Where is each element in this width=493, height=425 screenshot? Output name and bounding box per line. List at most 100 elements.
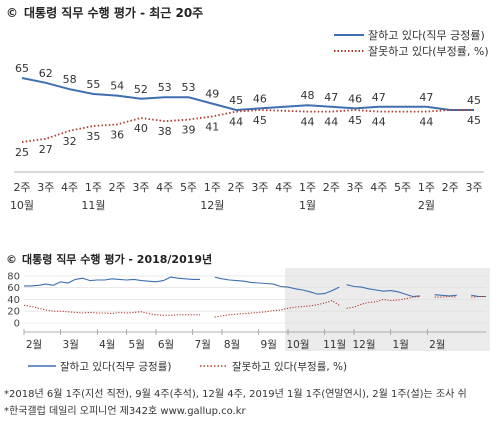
chart2-series-negative-segment (434, 295, 457, 298)
chart1-data-label: 45 (348, 114, 362, 127)
chart1-series-positive-line (21, 77, 474, 112)
chart1-tick-week: 5주 (394, 181, 411, 194)
chart1-tick-week: 1주 (418, 181, 435, 194)
chart1-tick-month: 1월 (299, 199, 316, 212)
chart2-month-label: 9월 (261, 339, 277, 351)
chart2-y-tick: 40 (7, 295, 20, 306)
chart1-tick-week: 4주 (275, 181, 292, 194)
chart1-tick-week: 2주 (109, 181, 126, 194)
chart2-y-tick: 80 (7, 271, 20, 282)
chart2-series-negative-segment (471, 295, 486, 298)
chart1-data-label: 45 (229, 94, 243, 107)
chart1-tick-week: 3주 (465, 181, 482, 194)
chart1-data-label: 25 (15, 146, 29, 159)
chart1-tick-week: 3주 (347, 181, 364, 194)
chart1-data-label: 47 (372, 91, 386, 104)
chart1-data-label: 44 (229, 116, 243, 129)
chart2-month-label: 2월 (429, 339, 445, 351)
chart1-title: 대통령 직무 수행 평가 - 최근 20주 (24, 5, 203, 20)
chart2-legend: 잘하고 있다(직무 긍정률) 잘못하고 있다(부정률, %) (28, 360, 347, 373)
chart1-data-label: 46 (348, 92, 362, 105)
chart1-data-label: 47 (419, 91, 433, 104)
chart1-legend: 잘하고 있다(직무 긍정률) 잘못하고 있다(부정률, %) (334, 28, 489, 58)
legend-positive-label: 잘하고 있다(직무 긍정률) (368, 28, 485, 42)
chart1-data-label: 44 (372, 116, 386, 129)
legend2-negative-label: 잘못하고 있다(부정률, %) (232, 360, 347, 373)
chart2-month-label: 5월 (129, 339, 145, 351)
chart1-tick-week: 2주 (442, 181, 459, 194)
chart1-data-label: 65 (15, 62, 29, 75)
chart2-month-label: 3월 (63, 339, 79, 351)
chart2-highlight-region (285, 268, 490, 351)
chart1-tick-week: 1주 (204, 181, 221, 194)
chart1-tick-week: 4주 (61, 181, 78, 194)
chart1-tick-week: 5주 (180, 181, 197, 194)
chart2-month-label: 4월 (99, 339, 115, 351)
chart1-tick-month: 10월 (10, 199, 34, 212)
chart1-tick-month: 11월 (81, 199, 105, 212)
chart1-data-label: 38 (158, 125, 172, 138)
chart2-title: 대통령 직무 수행 평가 - 2018/2019년 (22, 252, 212, 266)
chart2-series-positive-segment (214, 276, 340, 295)
chart2-series-negative-segment (214, 299, 340, 318)
chart1-tick-week: 3주 (132, 181, 149, 194)
chart1-tick-week: 4주 (370, 181, 387, 194)
chart2-series-negative-segment (346, 295, 421, 309)
chart1-data-label: 32 (63, 135, 77, 148)
chart2-month-label: 7월 (195, 339, 211, 351)
chart1-data-label: 48 (301, 89, 315, 102)
chart1-tick-month: 2월 (418, 199, 435, 212)
chart1-data-label: 53 (182, 81, 196, 94)
chart1-data-label: 44 (301, 116, 315, 129)
chart2-month-label: 6월 (158, 339, 174, 351)
recent-20-weeks-chart: © 대통령 직무 수행 평가 - 최근 20주 잘하고 있다(직무 긍정률) 잘… (6, 5, 489, 212)
chart2-series-positive-segment (24, 276, 200, 287)
chart2-series (23, 276, 486, 318)
chart1-tick-week: 3주 (37, 181, 54, 194)
chart2-month-label: 8월 (224, 339, 240, 351)
chart2-y-tick: 0 (14, 319, 20, 330)
chart1-tick-week: 1주 (85, 181, 102, 194)
chart2-month-label: 10월 (286, 339, 309, 351)
chart1-title-mark: © (6, 6, 18, 20)
chart1-data-label: 36 (110, 128, 124, 141)
chart1-data-label: 41 (205, 120, 219, 133)
chart1-tick-week: 1주 (299, 181, 316, 194)
chart2-title-mark: © (6, 253, 17, 266)
chart2-series-negative-segment (23, 304, 200, 316)
chart1-tick-month: 12월 (200, 199, 224, 212)
chart1-tick-week: 2주 (13, 181, 30, 194)
chart1-series: 65 62 58 55 54 52 53 53 49 45 46 48 47 46 47 47 45 25 27 32… (15, 62, 481, 159)
chart1-tick-week: 2주 (323, 181, 340, 194)
chart1-data-label: 44 (419, 116, 433, 129)
chart1-data-label: 47 (324, 91, 338, 104)
chart1-tick-week: 2주 (228, 181, 245, 194)
chart1-data-label: 53 (158, 81, 172, 94)
chart1-data-label: 45 (467, 114, 481, 127)
legend2-positive-label: 잘하고 있다(직무 긍정률) (60, 360, 171, 373)
chart2-y-tick: 60 (7, 283, 20, 294)
chart2-month-label: 11월 (323, 339, 346, 351)
chart1-data-label: 44 (324, 116, 338, 129)
chart1-data-label: 46 (253, 92, 267, 105)
chart1-data-label: 52 (134, 83, 148, 96)
chart1-data-label: 45 (253, 114, 267, 127)
legend-negative-label: 잘못하고 있다(부정률, %) (368, 44, 489, 58)
chart1-data-label: 45 (467, 94, 481, 107)
chart1-data-label: 40 (134, 122, 148, 135)
chart2-month-label: 1월 (393, 339, 409, 351)
chart1-data-label: 49 (205, 88, 219, 101)
chart1-data-label: 54 (110, 80, 124, 93)
chart1-data-label: 55 (86, 78, 100, 91)
chart1-tick-week: 3주 (251, 181, 268, 194)
chart2-month-label: 12월 (352, 339, 375, 351)
chart1-data-label: 27 (39, 143, 53, 156)
footnote-1: *2018년 6월 1주(지선 직전), 9월 4주(추석), 12월 4주, … (4, 388, 467, 400)
chart1-data-label: 58 (63, 73, 77, 86)
chart2-x-axis: 2월 3월 4월 5월 6월 7월 8월 9월 10월 11월 12월 1월 2월 (23, 329, 486, 351)
chart1-data-label: 39 (182, 124, 196, 137)
